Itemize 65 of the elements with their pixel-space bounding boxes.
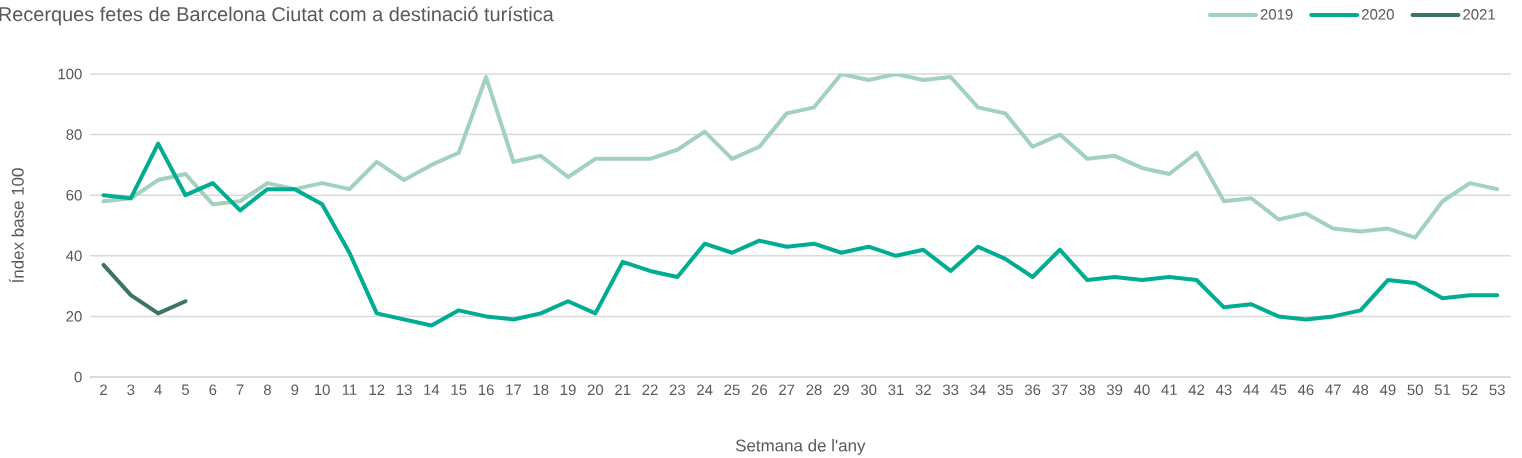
x-tick-label: 18 [533, 384, 549, 396]
legend-label: 2021 [1463, 9, 1495, 20]
x-tick-label: 52 [1462, 384, 1478, 396]
x-tick-label: 12 [369, 384, 385, 395]
x-tick-label: 35 [997, 384, 1013, 396]
x-tick-label: 31 [888, 384, 904, 396]
x-tick-label: 32 [915, 384, 931, 396]
y-tick-label: 20 [66, 311, 82, 322]
x-tick-label: 4 [154, 384, 162, 395]
x-tick-label: 22 [642, 384, 658, 395]
x-tick-label: 17 [506, 384, 521, 395]
legend-label: 2020 [1361, 9, 1394, 20]
x-tick-label: 25 [724, 384, 740, 396]
x-tick-label: 36 [1024, 384, 1041, 396]
x-tick-label: 46 [1297, 384, 1314, 396]
x-tick-label: 37 [1052, 384, 1068, 396]
x-tick-label: 47 [1325, 384, 1341, 395]
chart-title: Recerques fetes de Barcelona Ciutat com a destinació turística [0, 6, 554, 26]
x-tick-label: 44 [1243, 384, 1260, 395]
x-tick-label: 2 [100, 384, 107, 395]
x-tick-label: 16 [478, 384, 494, 396]
x-tick-label: 13 [396, 384, 412, 396]
x-tick-label: 30 [860, 384, 877, 396]
legend-label: 2019 [1260, 9, 1293, 20]
x-tick-label: 3 [127, 384, 135, 396]
y-tick-label: 0 [74, 371, 82, 383]
x-tick-label: 27 [779, 384, 795, 395]
x-tick-label: 20 [587, 384, 604, 396]
x-tick-label: 23 [669, 384, 686, 396]
x-axis-title: Setmana de l'any [735, 439, 866, 455]
x-tick-label: 48 [1352, 384, 1369, 396]
x-tick-label: 15 [451, 384, 467, 395]
x-tick-label: 39 [1106, 384, 1123, 396]
line-series [101, 262, 188, 316]
x-tick-label: 51 [1434, 384, 1451, 395]
x-tick-label: 50 [1407, 384, 1423, 396]
x-tick-label: 38 [1079, 384, 1095, 396]
x-tick-label: 8 [263, 384, 271, 396]
x-tick-label: 7 [236, 384, 244, 395]
x-tick-label: 42 [1188, 384, 1205, 395]
x-tick-label: 11 [342, 384, 357, 395]
x-tick-label: 24 [697, 384, 713, 395]
x-tick-label: 5 [181, 384, 190, 395]
x-tick-label: 53 [1489, 384, 1505, 396]
y-tick-label: 80 [66, 129, 82, 140]
x-tick-label: 49 [1379, 384, 1396, 396]
x-tick-label: 45 [1270, 384, 1287, 395]
y-tick-label: 40 [66, 250, 82, 262]
y-tick-label: 100 [58, 68, 82, 80]
x-tick-label: 9 [291, 384, 299, 396]
x-tick-label: 10 [314, 384, 330, 396]
x-tick-label: 21 [615, 384, 631, 395]
x-tick-label: 33 [942, 384, 959, 396]
y-tick-label: 60 [66, 189, 82, 201]
x-tick-label: 26 [751, 384, 767, 396]
x-tick-label: 28 [806, 384, 822, 396]
y-axis-title: Índex base 100 [8, 168, 24, 283]
x-tick-label: 41 [1161, 384, 1177, 395]
x-tick-label: 6 [209, 384, 217, 396]
x-tick-label: 43 [1215, 384, 1232, 396]
x-tick-label: 19 [560, 384, 576, 396]
x-tick-label: 14 [424, 384, 440, 395]
x-tick-label: 29 [833, 384, 849, 396]
x-tick-label: 34 [970, 384, 986, 396]
x-tick-label: 40 [1133, 384, 1150, 396]
